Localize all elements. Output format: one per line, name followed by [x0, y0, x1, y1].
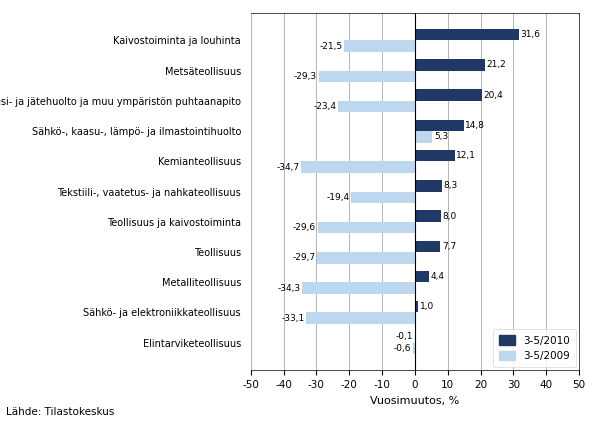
Bar	[344, 40, 415, 52]
Text: 4,4: 4,4	[431, 272, 445, 281]
Text: 20,4: 20,4	[484, 91, 503, 100]
Text: 7,7: 7,7	[442, 242, 456, 251]
Bar	[302, 282, 415, 294]
Text: -34,3: -34,3	[278, 283, 301, 293]
Text: 5,3: 5,3	[434, 132, 448, 141]
Text: Lähde: Tilastokeskus: Lähde: Tilastokeskus	[6, 407, 115, 417]
Bar	[415, 210, 441, 222]
Text: -21,5: -21,5	[319, 42, 343, 51]
Text: -33,1: -33,1	[281, 314, 304, 323]
Bar	[415, 29, 519, 40]
Text: -34,7: -34,7	[276, 163, 299, 172]
Legend: 3-5/2010, 3-5/2009: 3-5/2010, 3-5/2009	[493, 329, 576, 368]
Text: 14,8: 14,8	[465, 121, 485, 130]
X-axis label: Vuosimuutos, %: Vuosimuutos, %	[370, 396, 460, 406]
Text: 1,0: 1,0	[420, 302, 434, 311]
Text: -19,4: -19,4	[327, 193, 350, 202]
Text: -29,6: -29,6	[293, 223, 316, 232]
Bar	[415, 120, 463, 131]
Bar	[319, 71, 415, 82]
Text: 8,3: 8,3	[444, 181, 458, 190]
Text: 12,1: 12,1	[456, 151, 476, 160]
Text: -0,1: -0,1	[395, 333, 413, 341]
Bar	[301, 161, 415, 173]
Text: -29,7: -29,7	[293, 253, 316, 262]
Bar	[306, 312, 415, 324]
Text: 8,0: 8,0	[443, 211, 457, 221]
Bar	[415, 301, 418, 312]
Bar	[318, 222, 415, 233]
Bar	[413, 343, 415, 354]
Bar	[318, 252, 415, 264]
Bar	[415, 59, 485, 71]
Bar	[351, 192, 415, 203]
Bar	[415, 150, 455, 161]
Text: -23,4: -23,4	[313, 102, 337, 111]
Bar	[338, 101, 415, 112]
Bar	[415, 131, 432, 143]
Text: -0,6: -0,6	[394, 344, 411, 353]
Text: 21,2: 21,2	[486, 60, 506, 69]
Bar	[415, 271, 429, 282]
Bar	[415, 89, 482, 101]
Bar	[415, 240, 440, 252]
Text: -29,3: -29,3	[294, 72, 317, 81]
Bar	[415, 180, 442, 192]
Text: 31,6: 31,6	[521, 30, 540, 39]
